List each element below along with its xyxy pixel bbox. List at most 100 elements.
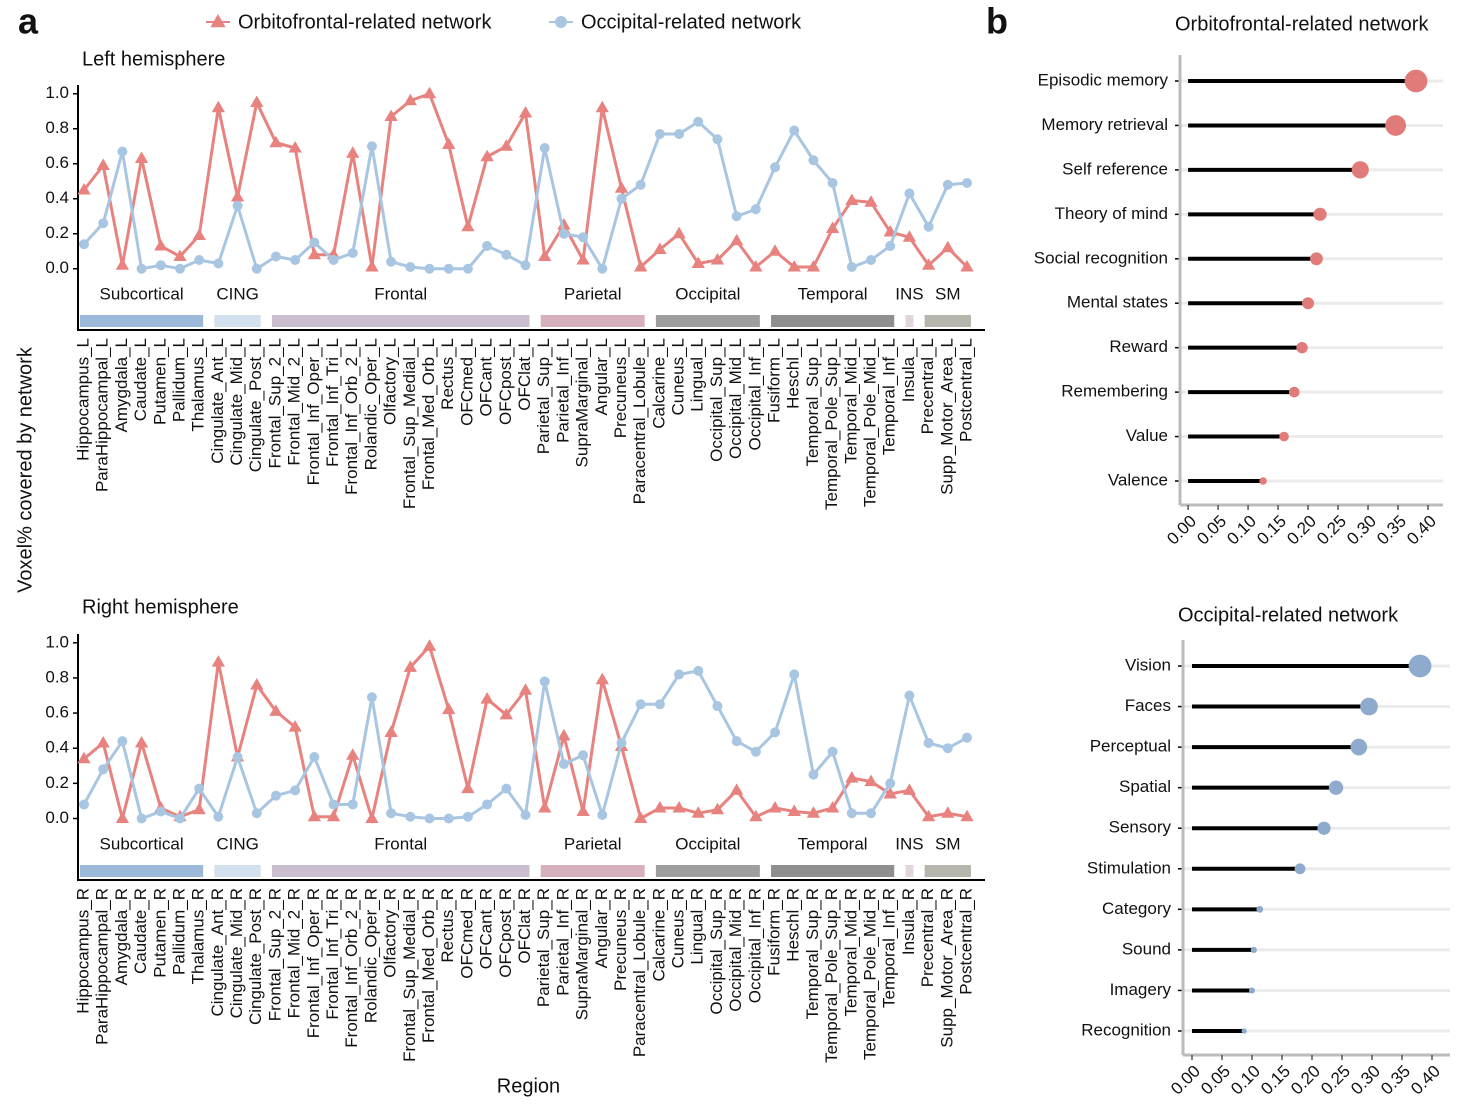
y-tick-label: Valence [1108, 470, 1168, 489]
point [595, 100, 609, 113]
point [232, 752, 243, 762]
point [251, 263, 262, 274]
point [307, 247, 321, 260]
group-label: Subcortical [100, 834, 184, 853]
point [347, 799, 358, 810]
point [384, 109, 398, 122]
point [442, 137, 456, 150]
x-tick-label: Rectus_R [438, 888, 457, 963]
point [768, 244, 782, 256]
point [653, 800, 667, 813]
point [424, 263, 435, 274]
point [616, 193, 627, 204]
point [864, 195, 878, 207]
x-tick-label: 0.05 [1197, 1062, 1234, 1099]
point [557, 218, 571, 230]
point [635, 699, 646, 710]
chart-title: Left hemisphere [82, 48, 225, 70]
x-tick-label: Calcarine_L [649, 338, 668, 429]
dot [1351, 161, 1369, 179]
point [194, 783, 205, 794]
x-tick-label: Frontal_Med_Orb_R [419, 888, 438, 1043]
point [194, 255, 205, 265]
dot [1408, 654, 1432, 678]
point [211, 100, 226, 113]
point [672, 226, 686, 239]
dot [1313, 207, 1327, 221]
point [480, 692, 494, 704]
group-bar [771, 315, 895, 327]
point [270, 790, 281, 801]
point [518, 106, 533, 118]
point [134, 735, 149, 748]
point [405, 811, 416, 822]
point [155, 260, 166, 271]
x-tick-label: Frontal_Mid_2_R [285, 888, 304, 1018]
point [173, 249, 187, 262]
point [672, 800, 686, 813]
point [520, 809, 531, 820]
point [712, 134, 723, 145]
y-tick-label: 0.0 [45, 808, 69, 827]
point [942, 179, 953, 190]
x-tick-label: Angular_L [592, 338, 611, 416]
x-tick-label: Precuneus_R [611, 888, 630, 991]
point [806, 806, 821, 818]
group-bar [540, 315, 645, 327]
group-label: Occipital [675, 834, 740, 853]
point [269, 135, 283, 148]
group-label: SM [935, 834, 961, 853]
y-tick-label: 0.2 [45, 223, 69, 242]
y-tick-label: 1.0 [45, 632, 69, 651]
point [501, 249, 512, 260]
x-tick-label: Cingulate_Ant_L [208, 338, 227, 464]
x-tick-label: Heschl_R [784, 888, 803, 962]
point [789, 125, 800, 136]
x-tick-label: Occipital_Inf_R [745, 888, 764, 1003]
x-tick-label: Frontal_Sup_2_L [265, 338, 284, 468]
x-tick-label: Occipital_Inf_L [745, 338, 764, 450]
point [941, 240, 955, 253]
group-bar [905, 315, 914, 327]
x-tick-label: Parietal_Sup_R [534, 888, 553, 1007]
point [365, 260, 379, 272]
dot [1317, 821, 1331, 835]
point [846, 262, 857, 272]
point [174, 263, 185, 274]
x-tick-label: Frontal_Sup_2_R [265, 888, 284, 1021]
x-tick-label: OFCmed_R [457, 888, 476, 979]
group-label: Subcortical [100, 284, 184, 303]
point [558, 228, 569, 239]
point [693, 116, 704, 127]
point [539, 676, 550, 687]
point [443, 263, 454, 274]
x-tick-label: 0.15 [1257, 1062, 1294, 1099]
x-tick-label: OFClat_R [515, 888, 534, 964]
point [904, 690, 915, 701]
x-tick-label: Occipital_Sup_R [707, 888, 726, 1015]
point [710, 253, 725, 265]
x-tick-label: Frontal_Inf_Tri_R [323, 888, 342, 1020]
x-tick-label: Olfactory_L [381, 338, 400, 425]
y-tick-label: 0.4 [45, 188, 69, 207]
point [923, 737, 934, 748]
point [250, 677, 264, 690]
x-tick-label: OFCant_R [477, 888, 496, 969]
group-bar [271, 865, 530, 877]
point [825, 800, 840, 813]
x-tick-label: SupraMarginal_L [573, 338, 592, 467]
point [674, 669, 685, 680]
point [864, 774, 878, 787]
y-tick-label: 0.8 [45, 667, 69, 686]
point [384, 725, 398, 737]
x-tick-label: Frontal_Inf_Oper_L [304, 338, 323, 485]
x-tick-label: Putamen_L [150, 338, 169, 425]
x-tick-label: Frontal_Inf_Orb_2_L [342, 338, 361, 495]
point [230, 190, 245, 202]
group-bar [924, 865, 971, 877]
point [789, 669, 800, 680]
point [328, 255, 339, 265]
x-tick-label: Hippocampus_R [73, 888, 92, 1014]
point [770, 162, 781, 173]
